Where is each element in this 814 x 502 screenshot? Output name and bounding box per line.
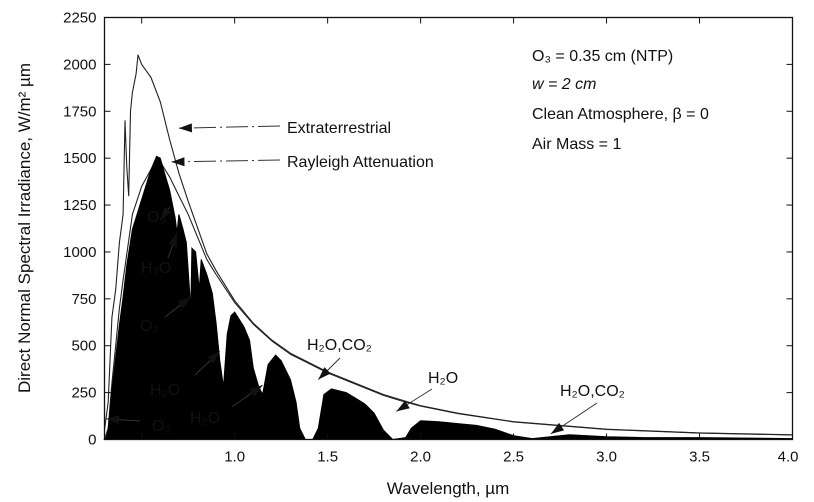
series-direct-normal-fill <box>103 155 793 441</box>
annotation-label: H₂O <box>190 410 220 427</box>
annotation-leader-line <box>171 159 281 163</box>
series-rayleigh-line <box>103 161 793 440</box>
annotation-arrowhead <box>177 297 191 309</box>
annotation-label: H₂O <box>150 382 180 399</box>
y-tick-label: 1500 <box>63 150 96 167</box>
series-extraterrestrial-line <box>103 54 793 436</box>
annotation-label: O₂ <box>140 318 159 335</box>
annotation-label: H₂O <box>428 370 458 387</box>
x-tick-label: 3.0 <box>596 449 617 466</box>
series-layer <box>103 54 793 441</box>
plot-frame <box>103 16 794 441</box>
annotation-arrowhead <box>171 157 185 167</box>
note-water: w = 2 cm <box>532 76 596 93</box>
annotation-layer: Extraterrestrial Rayleigh Attenuation O₃ H₂… <box>106 120 625 435</box>
y-tick-label: 2000 <box>63 56 96 73</box>
annotation-label: Extraterrestrial <box>287 120 391 137</box>
annotation-arrowhead <box>106 415 120 425</box>
annotation-label: Rayleigh Attenuation <box>287 154 434 171</box>
annotation-label: H₂O <box>141 260 171 277</box>
x-tick-label: 2.5 <box>503 449 524 466</box>
annotation-arrowhead <box>168 233 177 247</box>
y-tick-label: 1250 <box>63 197 96 214</box>
x-tick-label: 1.0 <box>224 449 245 466</box>
annotation-leader-line <box>178 125 281 129</box>
y-tick-label: 2250 <box>63 10 96 27</box>
annotation-arrowhead <box>550 422 565 434</box>
x-tick-label: 2.0 <box>410 449 431 466</box>
note-ozone: O₃ = 0.35 cm (NTP) <box>532 48 673 65</box>
x-axis-title: Wavelength, µm <box>387 479 510 498</box>
x-tick-label: 1.5 <box>317 449 338 466</box>
y-tick-label: 1000 <box>63 244 96 261</box>
x-tick-label: 3.5 <box>689 449 710 466</box>
annotation-arrowhead <box>178 123 192 133</box>
y-tick-label: 1750 <box>63 103 96 120</box>
annotation-arrowhead <box>160 206 172 221</box>
annotation-label: H₂O,CO₂ <box>560 383 625 400</box>
y-tick-label: 750 <box>71 291 96 308</box>
annotation-label: O₃ <box>147 209 166 226</box>
y-axis-title: Direct Normal Spectral Irradiance, W/m² … <box>15 63 34 393</box>
annotation-arrowhead <box>249 385 263 397</box>
annotation-arrowhead <box>207 351 220 364</box>
annotation-arrowhead <box>396 400 410 412</box>
y-tick-label: 0 <box>88 432 96 449</box>
tick-layer: 0 250 500 750 1000 1250 1500 1750 2000 2250 1.0 1.5… <box>63 10 798 466</box>
annotation-label: O₃ <box>152 418 171 435</box>
annotation-label: H₂O,CO₂ <box>307 337 372 354</box>
y-tick-label: 500 <box>71 338 96 355</box>
annotation-arrowhead <box>318 367 331 380</box>
note-air-mass: Air Mass = 1 <box>532 136 621 153</box>
y-tick-label: 250 <box>71 385 96 402</box>
x-tick-label: 4.0 <box>778 449 799 466</box>
note-atmosphere: Clean Atmosphere, β = 0 <box>532 106 709 123</box>
